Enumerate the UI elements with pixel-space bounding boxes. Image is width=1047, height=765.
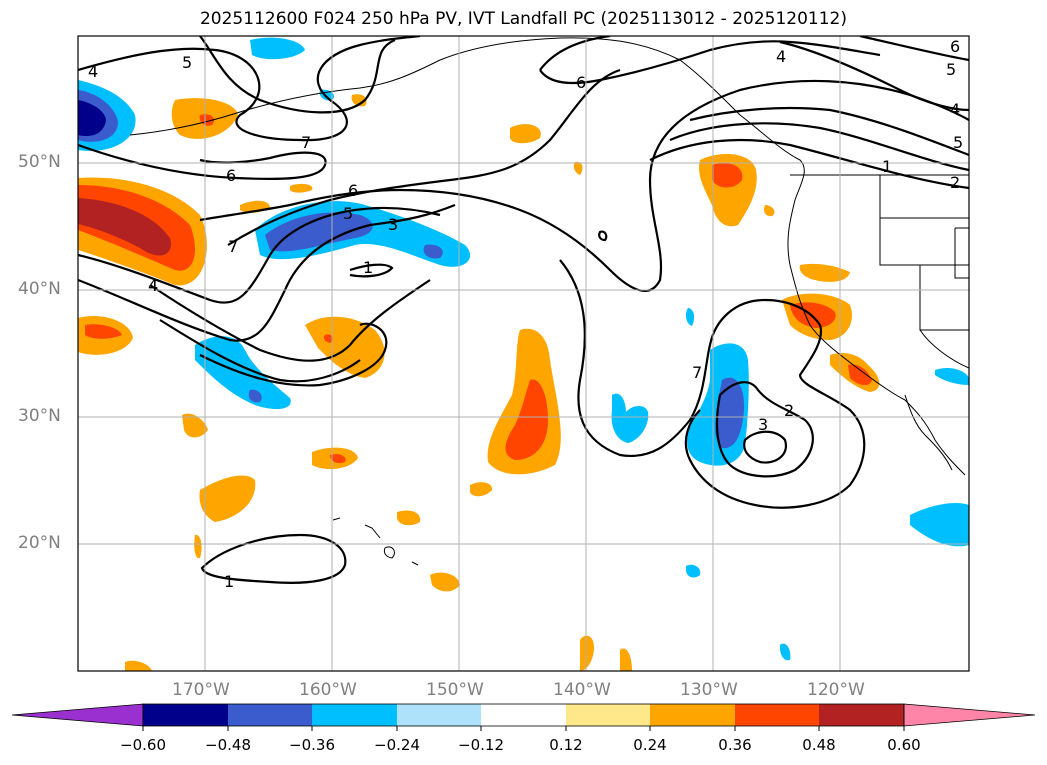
contour-label: 6 [348, 181, 358, 200]
contour-label: 3 [758, 415, 768, 434]
contour-label: 1 [363, 258, 373, 277]
contour-label: 2 [950, 173, 960, 192]
colorbar-tick-label: 0.36 [718, 736, 752, 754]
colorbar [11, 703, 1036, 731]
contour-labels: 4 5 7 6 6 5 3 1 7 4 6 4 5 4 5 1 2 7 3 2 … [88, 37, 963, 591]
map-area: 4 5 7 6 6 5 3 1 7 4 6 4 5 4 5 1 2 7 3 2 … [78, 36, 969, 671]
contour-label: 4 [776, 47, 786, 66]
colorbar-tick-label: −0.48 [205, 736, 251, 754]
colorbar-tick-label: −0.60 [120, 736, 166, 754]
lon-label: 120°W [807, 680, 865, 700]
contour-label: 4 [88, 62, 98, 81]
contour-label: 1 [224, 572, 234, 591]
lat-label: 50°N [18, 152, 61, 172]
colorbar-tick-label: 0.12 [549, 736, 583, 754]
lon-label: 160°W [299, 680, 357, 700]
contour-label: 1 [882, 157, 892, 176]
map-title: 2025112600 F024 250 hPa PV, IVT Landfall… [199, 9, 847, 29]
lon-label: 140°W [553, 680, 611, 700]
map-frame [77, 35, 970, 672]
pv-contours [78, 36, 969, 584]
colorbar-tick-label: 0.24 [633, 736, 667, 754]
contour-label: 5 [343, 204, 353, 223]
contour-label: 5 [182, 53, 192, 72]
contour-label: 7 [301, 133, 311, 152]
contour-label: 2 [784, 401, 794, 420]
colorbar-tick-label: −0.12 [458, 736, 504, 754]
lat-label: 40°N [18, 279, 61, 299]
contour-label: 6 [576, 73, 586, 92]
contour-label: 7 [228, 237, 238, 256]
lat-label: 30°N [18, 406, 61, 426]
coastlines [129, 37, 969, 566]
contour-label: 5 [953, 133, 963, 152]
colorbar-tick-label: −0.36 [289, 736, 335, 754]
contour-label: 6 [950, 37, 960, 56]
graticule [78, 36, 969, 671]
colorbar-tick-label: 0.48 [802, 736, 836, 754]
contour-label: 4 [950, 100, 960, 119]
contour-label: 4 [148, 276, 158, 295]
contour-label: 7 [692, 363, 702, 382]
contour-label: 5 [946, 60, 956, 79]
lat-label: 20°N [18, 533, 61, 553]
contour-label: 6 [226, 166, 236, 185]
lon-label: 150°W [426, 680, 484, 700]
contour-label: 3 [388, 215, 398, 234]
colorbar-tick-label: 0.60 [887, 736, 921, 754]
colorbar-extend-right [903, 703, 1036, 727]
lon-label: 170°W [172, 680, 230, 700]
colorbar-extend-left [11, 703, 144, 727]
lon-label: 130°W [680, 680, 738, 700]
colorbar-tick-label: −0.24 [374, 736, 420, 754]
